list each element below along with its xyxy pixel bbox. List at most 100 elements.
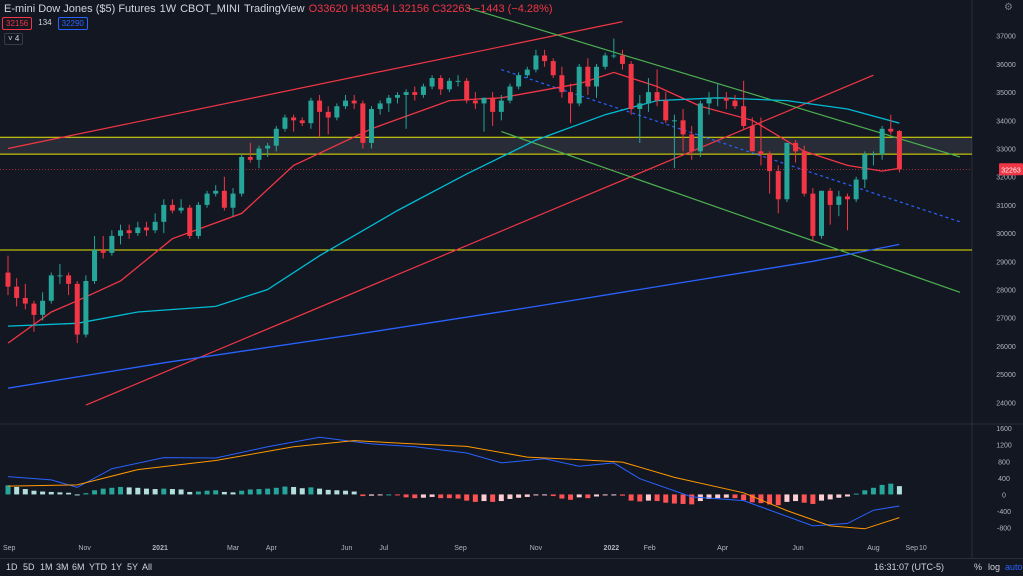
log-toggle[interactable]: log: [988, 562, 1001, 572]
candle-body[interactable]: [256, 148, 262, 160]
candle-body[interactable]: [22, 297, 28, 304]
candle-body[interactable]: [403, 92, 409, 95]
trendline[interactable]: [466, 6, 961, 158]
symbol-name[interactable]: E-mini Dow Jones ($5) Futures: [4, 3, 156, 15]
candle-body[interactable]: [793, 142, 799, 152]
candle-body[interactable]: [879, 128, 885, 155]
candle-body[interactable]: [334, 106, 340, 118]
candle-body[interactable]: [230, 193, 236, 208]
candle-body[interactable]: [446, 80, 452, 90]
candle-body[interactable]: [368, 109, 374, 143]
auto-scale-toggle[interactable]: auto: [1005, 562, 1023, 572]
candle-body[interactable]: [533, 55, 539, 70]
candle-body[interactable]: [299, 120, 305, 124]
candle-body[interactable]: [568, 92, 574, 104]
candle-body[interactable]: [645, 92, 651, 104]
candle-body[interactable]: [516, 75, 522, 87]
candle-body[interactable]: [870, 154, 876, 156]
candle-body[interactable]: [896, 131, 902, 170]
candle-body[interactable]: [602, 55, 608, 67]
candle-body[interactable]: [542, 55, 548, 62]
timeframe-all[interactable]: All: [142, 562, 153, 572]
candle-body[interactable]: [126, 230, 132, 234]
candle-body[interactable]: [239, 156, 245, 194]
candle-body[interactable]: [819, 190, 825, 236]
candle-body[interactable]: [66, 275, 72, 284]
candle-body[interactable]: [308, 100, 314, 124]
candle-body[interactable]: [706, 97, 712, 104]
candle-body[interactable]: [161, 204, 167, 222]
candle-body[interactable]: [317, 100, 323, 112]
candle-body[interactable]: [663, 100, 669, 121]
candle-body[interactable]: [697, 103, 703, 152]
candle-body[interactable]: [92, 250, 98, 282]
candle-body[interactable]: [801, 151, 807, 194]
clock-timezone[interactable]: 16:31:07 (UTC-5): [874, 562, 945, 572]
candle-body[interactable]: [195, 204, 201, 236]
candle-body[interactable]: [490, 97, 496, 112]
sell-price-badge[interactable]: 32156: [2, 17, 33, 30]
candle-body[interactable]: [265, 145, 271, 149]
candle-body[interactable]: [853, 179, 859, 200]
candle-body[interactable]: [628, 63, 634, 110]
candle-body[interactable]: [412, 92, 418, 95]
candle-body[interactable]: [48, 275, 54, 301]
candle-body[interactable]: [282, 117, 288, 129]
candle-body[interactable]: [325, 111, 331, 118]
candle-body[interactable]: [689, 134, 695, 152]
candle-body[interactable]: [31, 303, 37, 315]
candle-body[interactable]: [360, 103, 366, 143]
candle-body[interactable]: [135, 227, 141, 234]
candle-body[interactable]: [507, 86, 513, 101]
candle-body[interactable]: [844, 196, 850, 200]
candle-body[interactable]: [143, 227, 149, 231]
timeframe-ytd[interactable]: YTD: [89, 562, 107, 572]
candle-body[interactable]: [498, 100, 504, 112]
candle-body[interactable]: [377, 103, 383, 110]
settings-icon[interactable]: ⚙: [1004, 2, 1013, 13]
candle-body[interactable]: [394, 94, 400, 98]
candle-body[interactable]: [611, 55, 617, 57]
candle-body[interactable]: [187, 207, 193, 236]
timeframe-6m[interactable]: 6M: [72, 562, 85, 572]
candle-body[interactable]: [559, 75, 565, 93]
candle-body[interactable]: [57, 275, 63, 277]
candle-body[interactable]: [732, 100, 738, 107]
candle-body[interactable]: [109, 235, 115, 253]
candle-body[interactable]: [213, 190, 219, 194]
trendline[interactable]: [85, 74, 874, 406]
candle-body[interactable]: [767, 154, 773, 172]
candle-body[interactable]: [386, 97, 392, 104]
candle-body[interactable]: [291, 117, 297, 121]
candle-body[interactable]: [178, 207, 184, 211]
candle-body[interactable]: [343, 100, 349, 107]
timeframe-1y[interactable]: 1Y: [111, 562, 123, 572]
candle-body[interactable]: [204, 193, 210, 205]
candle-body[interactable]: [888, 128, 894, 132]
candle-body[interactable]: [550, 61, 556, 76]
candle-body[interactable]: [247, 156, 253, 160]
candle-body[interactable]: [741, 106, 747, 126]
candle-body[interactable]: [420, 86, 426, 95]
candle-body[interactable]: [619, 55, 625, 64]
buy-price-badge[interactable]: 32290: [57, 17, 88, 30]
candle-body[interactable]: [152, 221, 158, 231]
percent-toggle[interactable]: %: [974, 562, 983, 572]
candle-body[interactable]: [100, 250, 106, 253]
candle-body[interactable]: [680, 120, 686, 135]
candle-body[interactable]: [775, 171, 781, 200]
timeframe-3m[interactable]: 3M: [56, 562, 69, 572]
timeframe-5d[interactable]: 5D: [23, 562, 35, 572]
candle-body[interactable]: [438, 78, 444, 90]
candle-body[interactable]: [594, 66, 600, 87]
interval-label[interactable]: 1W: [159, 3, 177, 15]
candle-body[interactable]: [40, 300, 46, 315]
candle-body[interactable]: [472, 100, 478, 104]
timeframe-1d[interactable]: 1D: [6, 562, 18, 572]
candle-body[interactable]: [654, 92, 660, 101]
candle-body[interactable]: [273, 128, 279, 146]
candle-body[interactable]: [576, 66, 582, 104]
candle-body[interactable]: [758, 151, 764, 155]
candle-body[interactable]: [455, 80, 461, 82]
candle-body[interactable]: [14, 286, 20, 298]
